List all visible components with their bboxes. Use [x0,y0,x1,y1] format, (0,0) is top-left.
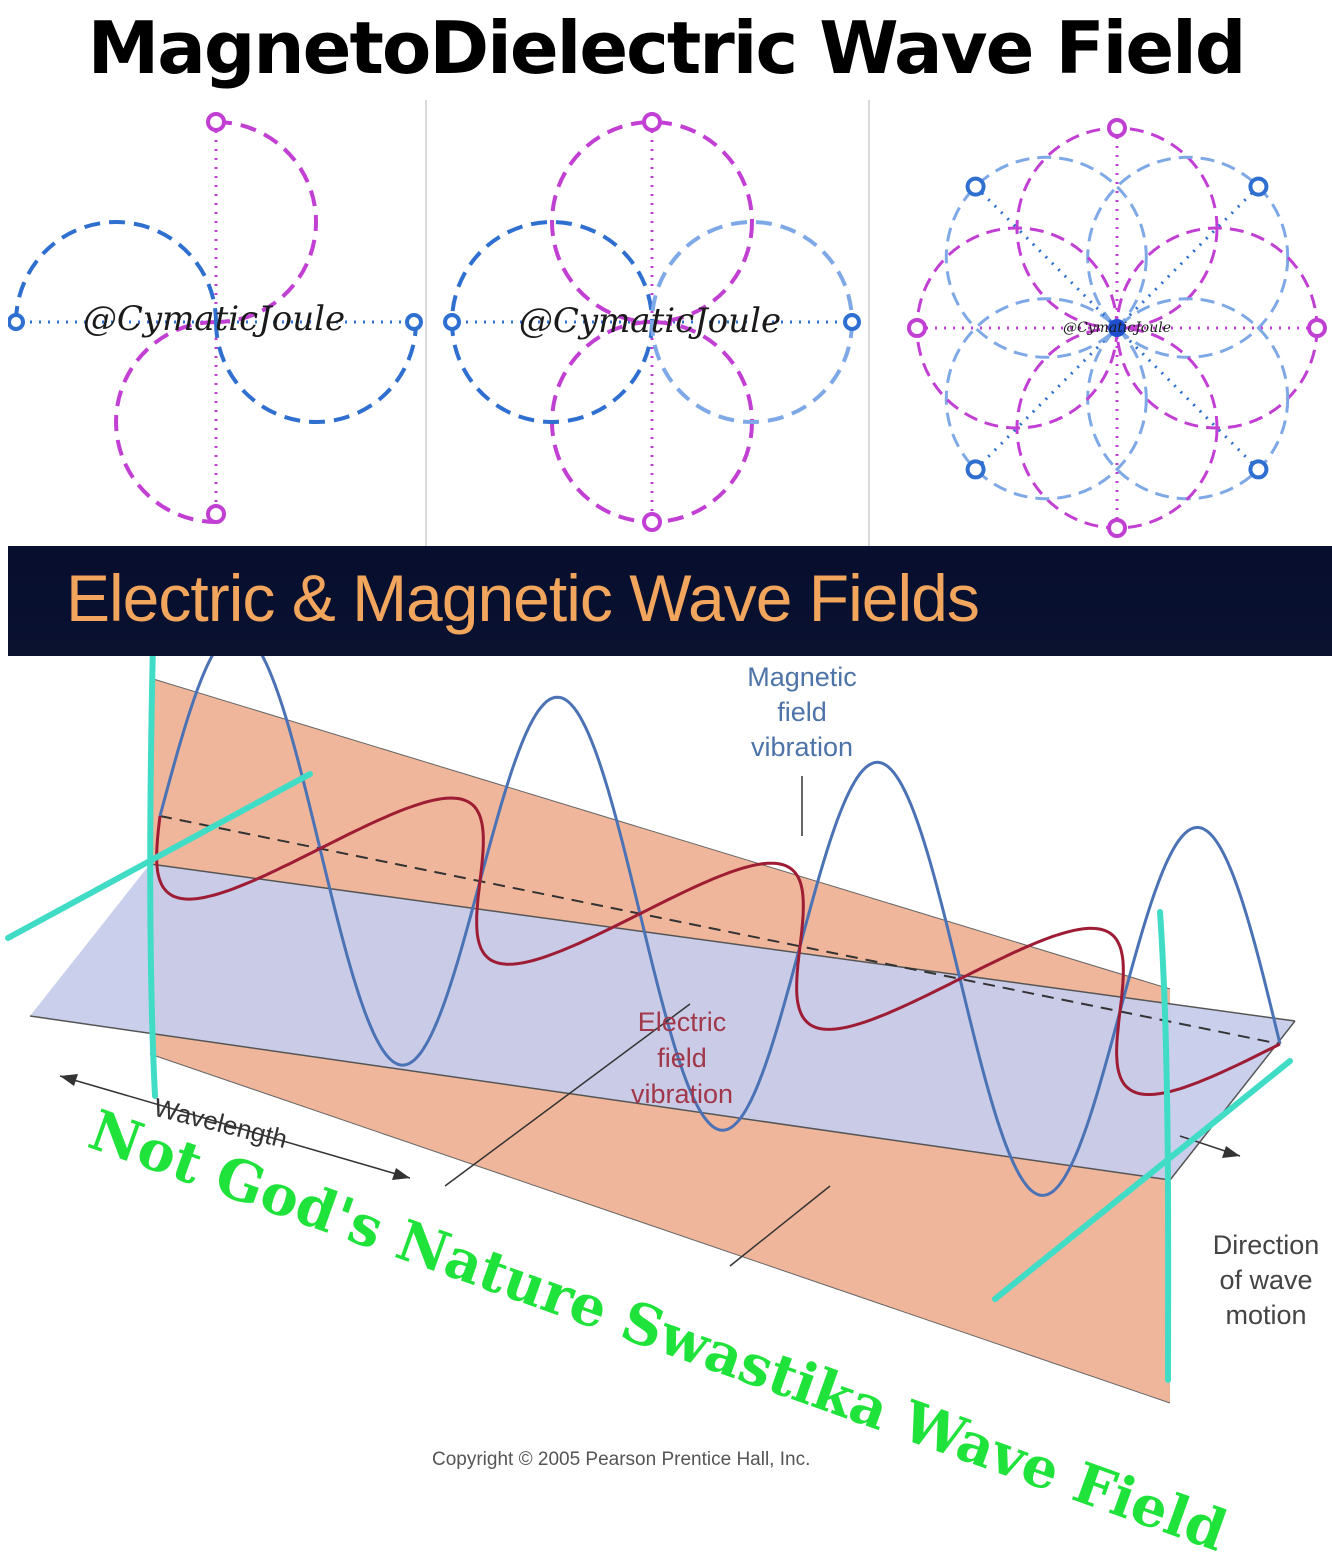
watermark-text: @CymaticJoule [1063,320,1171,336]
flower-figure: @CymaticJoule [443,112,861,532]
page-title: MagnetoDielectric Wave Field [87,6,1247,90]
rosette-figure: @CymaticJoule [907,118,1327,538]
em-wave-diagram [5,656,1296,1404]
panel-divider [868,100,870,546]
watermark-text: @CymaticJoule [519,301,781,341]
electric-wave [155,796,1281,1096]
flower-panel: @CymaticJoule [428,100,868,546]
electric-field-sheet [30,864,1295,1180]
watermark-text: @CymaticJoule [83,299,345,339]
pinwheel-figure: @CymaticJoule [8,112,423,524]
magnetic-wave [158,656,1282,1197]
panel-divider [425,100,427,546]
electric-field-label: Electric field vibration [630,1007,734,1109]
direction-label: Direction of wave motion [1212,1230,1320,1330]
rosette-panel: @CymaticJoule [871,100,1332,546]
banner-title: Electric & Magnetic Wave Fields [66,561,980,635]
diagram-banner: Electric & Magnetic Wave Fields [8,546,1332,656]
copyright-text: Copyright © 2005 Pearson Prentice Hall, … [432,1449,811,1470]
magnetic-field-label: Magnetic field vibration [747,662,857,762]
pinwheel-panel: @CymaticJoule [8,100,424,546]
